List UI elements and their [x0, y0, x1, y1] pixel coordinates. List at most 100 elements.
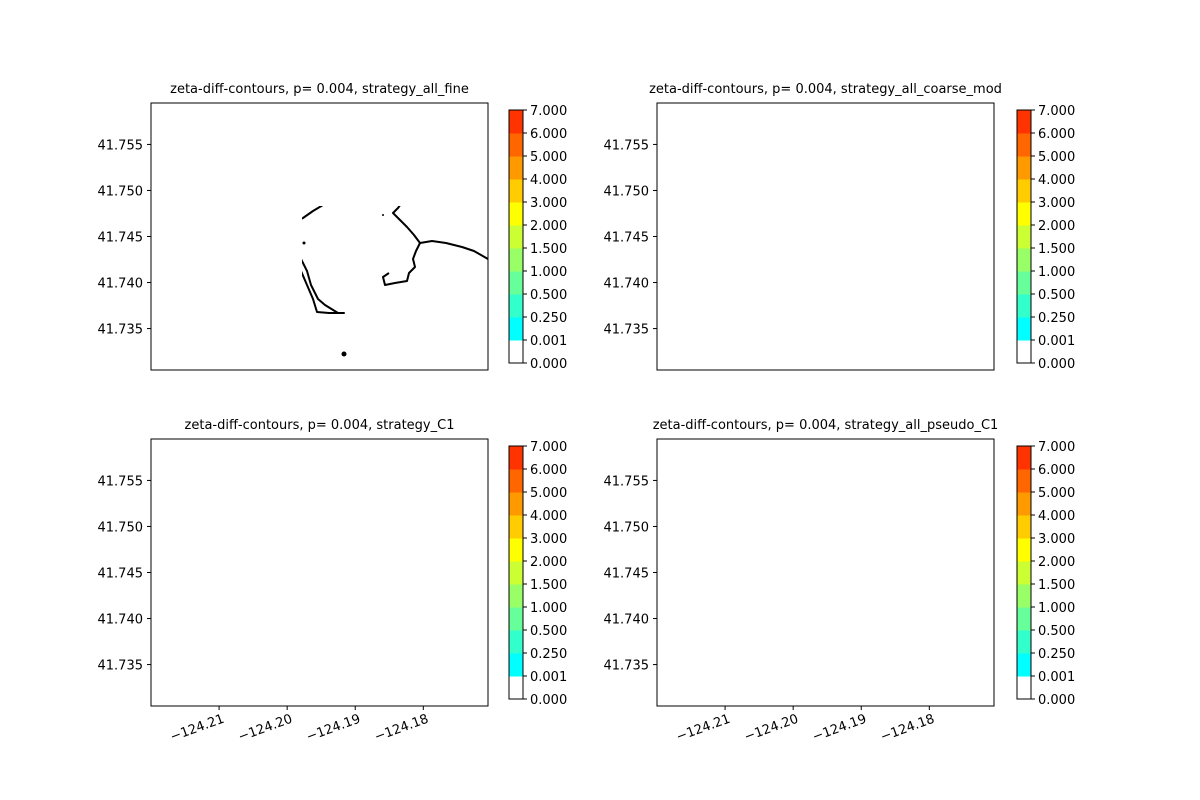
- x-tick-label: −124.18: [879, 712, 937, 745]
- island-dot: [341, 351, 347, 357]
- y-tick-label: 41.740: [98, 613, 144, 628]
- colorbar-frame: [508, 445, 524, 700]
- colorbar-tick-label: 5.000: [530, 486, 567, 501]
- colorbar-segment: [1017, 225, 1031, 249]
- x-tick-label: −124.20: [236, 712, 294, 745]
- y-tick-label: 41.745: [98, 231, 144, 246]
- colorbar-tick-label: 0.000: [530, 693, 567, 708]
- colorbar-segment: [1017, 561, 1031, 585]
- colorbar: 0.000 0.001 0.250 0.500 1.000 1.500 2.000 3.000…: [1016, 104, 1075, 372]
- colorbar-segment: [1017, 179, 1031, 203]
- colorbar-segment: [509, 630, 523, 654]
- colorbar: 0.000 0.001 0.250 0.500 1.000 1.500 2.000 3.000…: [508, 440, 567, 708]
- colorbar-tick-label: 7.000: [1038, 440, 1075, 455]
- colorbar-segment: [509, 584, 523, 608]
- colorbar-segment: [1017, 607, 1031, 631]
- colorbar-tick-label: 0.500: [530, 288, 567, 303]
- colorbar-tick-label: 0.500: [1038, 288, 1075, 303]
- colorbar-segment: [1017, 630, 1031, 654]
- y-tick-label: 41.755: [98, 138, 144, 153]
- colorbar-tick-label: 1.500: [530, 242, 567, 257]
- x-tick-label: −124.21: [168, 712, 226, 745]
- plot-area: [151, 439, 488, 706]
- colorbar-tick-label: 5.000: [1038, 486, 1075, 501]
- colorbar-tick-label: 2.000: [1038, 555, 1075, 570]
- colorbar-tick-label: 4.000: [530, 509, 567, 524]
- colorbar-tick-label: 7.000: [530, 104, 567, 119]
- colorbar-tick-label: 0.250: [530, 311, 567, 326]
- colorbar-segment: [509, 110, 523, 134]
- y-tick-label: 41.750: [604, 520, 650, 535]
- colorbar-tick-label: 1.000: [1038, 265, 1075, 280]
- y-tick-label: 41.745: [98, 567, 144, 582]
- colorbar-tick-label: 3.000: [530, 532, 567, 547]
- colorbar-frame: [508, 109, 524, 364]
- y-tick-label: 41.735: [98, 323, 144, 338]
- y-tick-label: 41.735: [604, 323, 650, 338]
- y-tick-label: 41.735: [604, 659, 650, 674]
- colorbar-segment: [509, 538, 523, 562]
- y-tick-label: 41.740: [98, 277, 144, 292]
- coastline: [302, 206, 421, 286]
- colorbar-tick-label: 5.000: [1038, 150, 1075, 165]
- y-tick-label: 41.735: [98, 659, 144, 674]
- colorbar-segment: [509, 156, 523, 180]
- colorbar-segment: [1017, 492, 1031, 516]
- colorbar-segment: [509, 202, 523, 226]
- colorbar-tick-label: 1.000: [530, 265, 567, 280]
- colorbar: 0.000 0.001 0.250 0.500 1.000 1.500 2.000 3.000…: [1016, 440, 1075, 708]
- colorbar-tick-label: 1.000: [1038, 601, 1075, 616]
- colorbar-tick-label: 1.500: [1038, 578, 1075, 593]
- colorbar-segment: [1017, 469, 1031, 493]
- panel-2: zeta-diff-contours, p= 0.004, strategy_a…: [604, 82, 1002, 371]
- colorbar-segment: [509, 248, 523, 272]
- colorbar-tick-label: 6.000: [1038, 127, 1075, 142]
- colorbar-tick-label: 0.250: [1038, 311, 1075, 326]
- colorbar-segment: [1017, 584, 1031, 608]
- island-dot: [382, 214, 384, 216]
- colorbar-tick-label: 0.000: [1038, 357, 1075, 372]
- x-tick-label: −124.19: [810, 712, 868, 745]
- colorbar-segment: [509, 515, 523, 539]
- colorbar-segment: [1017, 248, 1031, 272]
- colorbar-segment: [1017, 515, 1031, 539]
- colorbar-tick-label: 3.000: [1038, 532, 1075, 547]
- map-layer: [302, 206, 489, 357]
- y-tick-label: 41.740: [604, 277, 650, 292]
- colorbar-tick-label: 0.001: [530, 334, 567, 349]
- coastline: [302, 258, 345, 314]
- colorbar-segment: [1017, 156, 1031, 180]
- colorbar-tick-label: 6.000: [530, 127, 567, 142]
- y-tick-label: 41.745: [604, 231, 650, 246]
- colorbar-segment: [509, 271, 523, 295]
- plot-area: [657, 103, 994, 370]
- colorbar-tick-label: 5.000: [530, 150, 567, 165]
- panel-title: zeta-diff-contours, p= 0.004, strategy_a…: [649, 82, 1002, 97]
- colorbar-segment: [1017, 271, 1031, 295]
- colorbar-segment: [1017, 202, 1031, 226]
- colorbar-frame: [1016, 445, 1032, 700]
- colorbar-segment: [509, 607, 523, 631]
- plot-area: [151, 103, 488, 370]
- colorbar-tick-label: 0.000: [530, 357, 567, 372]
- y-tick-label: 41.755: [604, 138, 650, 153]
- y-tick-label: 41.745: [604, 567, 650, 582]
- panel-title: zeta-diff-contours, p= 0.004, strategy_a…: [170, 82, 469, 97]
- colorbar-segment: [1017, 653, 1031, 677]
- colorbar-tick-label: 0.500: [530, 624, 567, 639]
- colorbar-segment: [1017, 538, 1031, 562]
- colorbar-tick-label: 4.000: [1038, 173, 1075, 188]
- panel-title: zeta-diff-contours, p= 0.004, strategy_C…: [185, 418, 455, 433]
- colorbar-segment: [1017, 676, 1031, 700]
- x-tick-label: −124.20: [742, 712, 800, 745]
- colorbar-tick-label: 0.001: [530, 670, 567, 685]
- coastline: [419, 240, 489, 260]
- panel-1: zeta-diff-contours, p= 0.004, strategy_a…: [98, 82, 489, 371]
- colorbar-tick-label: 4.000: [1038, 509, 1075, 524]
- y-tick-label: 41.750: [98, 184, 144, 199]
- colorbar-tick-label: 1.000: [530, 601, 567, 616]
- colorbar-segment: [1017, 110, 1031, 134]
- colorbar-segment: [509, 653, 523, 677]
- colorbar-segment: [509, 340, 523, 364]
- panel-title: zeta-diff-contours, p= 0.004, strategy_a…: [653, 418, 999, 433]
